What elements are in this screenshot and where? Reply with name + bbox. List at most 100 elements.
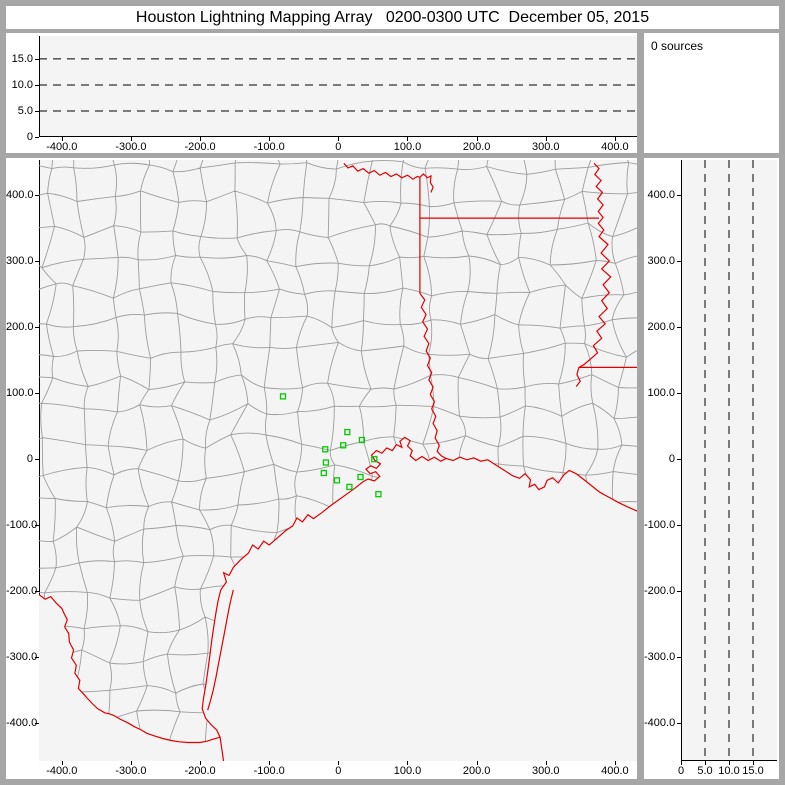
x-axis-tick-label: 0	[335, 141, 342, 153]
x-axis-tick	[753, 761, 754, 765]
y-axis-tick	[677, 657, 681, 659]
y-axis-tick	[35, 525, 39, 527]
x-axis-tick-label: 400.0	[601, 765, 629, 777]
x-axis-tick	[729, 761, 730, 765]
lma-station-marker	[322, 459, 330, 466]
x-axis-tick	[476, 137, 478, 141]
y-axis-tick-label: 0	[668, 453, 675, 466]
altitude-ns-canvas	[681, 160, 777, 761]
y-axis-tick	[35, 195, 39, 196]
plan-view-map-plot[interactable]	[39, 160, 637, 761]
x-axis-tick	[407, 137, 409, 141]
x-axis-tick	[407, 761, 409, 765]
x-axis-tick	[681, 761, 682, 765]
y-axis-tick-label: 100.0	[6, 387, 34, 400]
y-axis-tick-label: -200.0	[644, 585, 676, 598]
y-axis-tick-label: 400.0	[6, 189, 34, 201]
y-axis-tick-label: -100.0	[6, 519, 38, 532]
y-axis-tick-label: 200.0	[647, 321, 675, 334]
x-axis-tick-label: 400.0	[601, 141, 629, 153]
x-axis-tick-label: 0	[677, 765, 685, 777]
y-axis-tick	[677, 195, 681, 196]
y-axis-tick	[35, 591, 39, 593]
y-axis-tick	[677, 525, 681, 527]
y-axis-tick	[35, 261, 39, 263]
y-axis-tick-label: 10.0	[11, 78, 33, 91]
y-axis-tick	[677, 723, 681, 725]
x-axis-tick	[545, 137, 547, 141]
y-axis-tick	[677, 591, 681, 593]
x-axis-tick-label: 100.0	[393, 765, 422, 777]
lma-station-marker	[358, 436, 366, 444]
x-axis-tick-label: 0	[335, 765, 342, 777]
y-axis-tick-label: -100.0	[644, 519, 676, 532]
x-axis-tick-label: -400.0	[46, 765, 78, 777]
y-axis-tick-label: 0	[26, 131, 33, 143]
lma-station-marker	[344, 428, 351, 436]
window-title: Houston Lightning Mapping Array 0200-030…	[6, 6, 779, 29]
y-axis-tick-label: 400.0	[647, 189, 675, 201]
y-axis-tick-label: -400.0	[644, 717, 676, 730]
plan-view-map-panel: 400.0 300.0 200.0 100.0 0 -100.0 -200.0 -300.0 -…	[6, 158, 637, 779]
lma-station-marker	[346, 483, 353, 491]
map-canvas	[39, 160, 637, 761]
rio-grande-border	[39, 594, 221, 744]
y-axis-tick-label: 15.0	[11, 52, 33, 65]
x-axis-tick	[130, 761, 132, 765]
x-axis-tick	[545, 761, 547, 765]
altitude-ew-canvas	[39, 36, 637, 137]
y-axis-tick-label: -300.0	[6, 651, 38, 664]
x-axis-tick-label: 300.0	[531, 765, 560, 777]
y-axis-tick	[677, 393, 681, 395]
x-axis-tick-label: 100.0	[393, 141, 422, 153]
x-axis-tick-label: -400.0	[46, 141, 78, 153]
altitude-ew-plot[interactable]	[39, 36, 637, 137]
state-border-sabine-river	[419, 293, 447, 460]
y-axis-tick-label: 5.0	[17, 104, 33, 117]
x-axis-tick-label: -200.0	[184, 765, 216, 777]
x-axis-tick	[200, 761, 202, 765]
x-axis-tick-label: 15.0	[742, 765, 764, 777]
y-axis-tick-label: 300.0	[6, 255, 34, 268]
y-axis-tick	[35, 58, 39, 60]
x-axis-tick	[476, 761, 478, 765]
y-axis-tick	[35, 110, 39, 112]
x-axis-tick-label: 300.0	[531, 141, 560, 153]
y-axis-tick	[35, 393, 39, 395]
y-axis-tick-label: 200.0	[6, 321, 34, 334]
sources-count-panel: 0 sources	[644, 33, 779, 153]
x-axis-tick	[61, 761, 63, 765]
x-axis-tick	[705, 761, 706, 765]
x-axis-tick-label: 10.0	[718, 765, 740, 777]
y-axis-tick	[35, 657, 39, 659]
x-axis-tick	[269, 761, 271, 765]
padre-island-barrier	[207, 589, 234, 711]
y-axis-tick-label: -300.0	[644, 651, 676, 664]
y-axis-tick-label: -200.0	[6, 585, 38, 598]
y-axis-tick	[35, 459, 39, 461]
x-axis-tick	[61, 137, 63, 141]
y-axis-tick	[677, 327, 681, 329]
y-axis-tick-label: 0	[26, 453, 33, 466]
x-axis-tick-label: 200.0	[462, 765, 491, 777]
state-border-red-river	[343, 162, 421, 180]
gulf-water-mask	[202, 437, 637, 761]
altitude-ns-plot[interactable]	[681, 160, 777, 761]
x-axis-tick-label: -100.0	[253, 141, 285, 153]
x-axis-tick	[338, 761, 340, 765]
x-axis-tick	[200, 137, 202, 141]
x-axis-tick-label: -300.0	[115, 765, 147, 777]
x-axis-tick	[130, 137, 132, 141]
y-axis-tick	[35, 84, 39, 86]
x-axis-tick-label: -100.0	[253, 765, 285, 777]
y-axis-tick-label: 100.0	[647, 387, 675, 400]
x-axis-tick-label: 5.0	[697, 765, 713, 777]
lma-station-marker	[371, 456, 378, 463]
state-border-mississippi-river	[575, 162, 612, 387]
x-axis-tick	[269, 137, 271, 141]
y-axis-tick-label: 300.0	[647, 255, 675, 268]
y-axis-tick	[677, 261, 681, 263]
gulf-coastline	[201, 436, 637, 761]
y-axis-tick	[677, 459, 681, 461]
